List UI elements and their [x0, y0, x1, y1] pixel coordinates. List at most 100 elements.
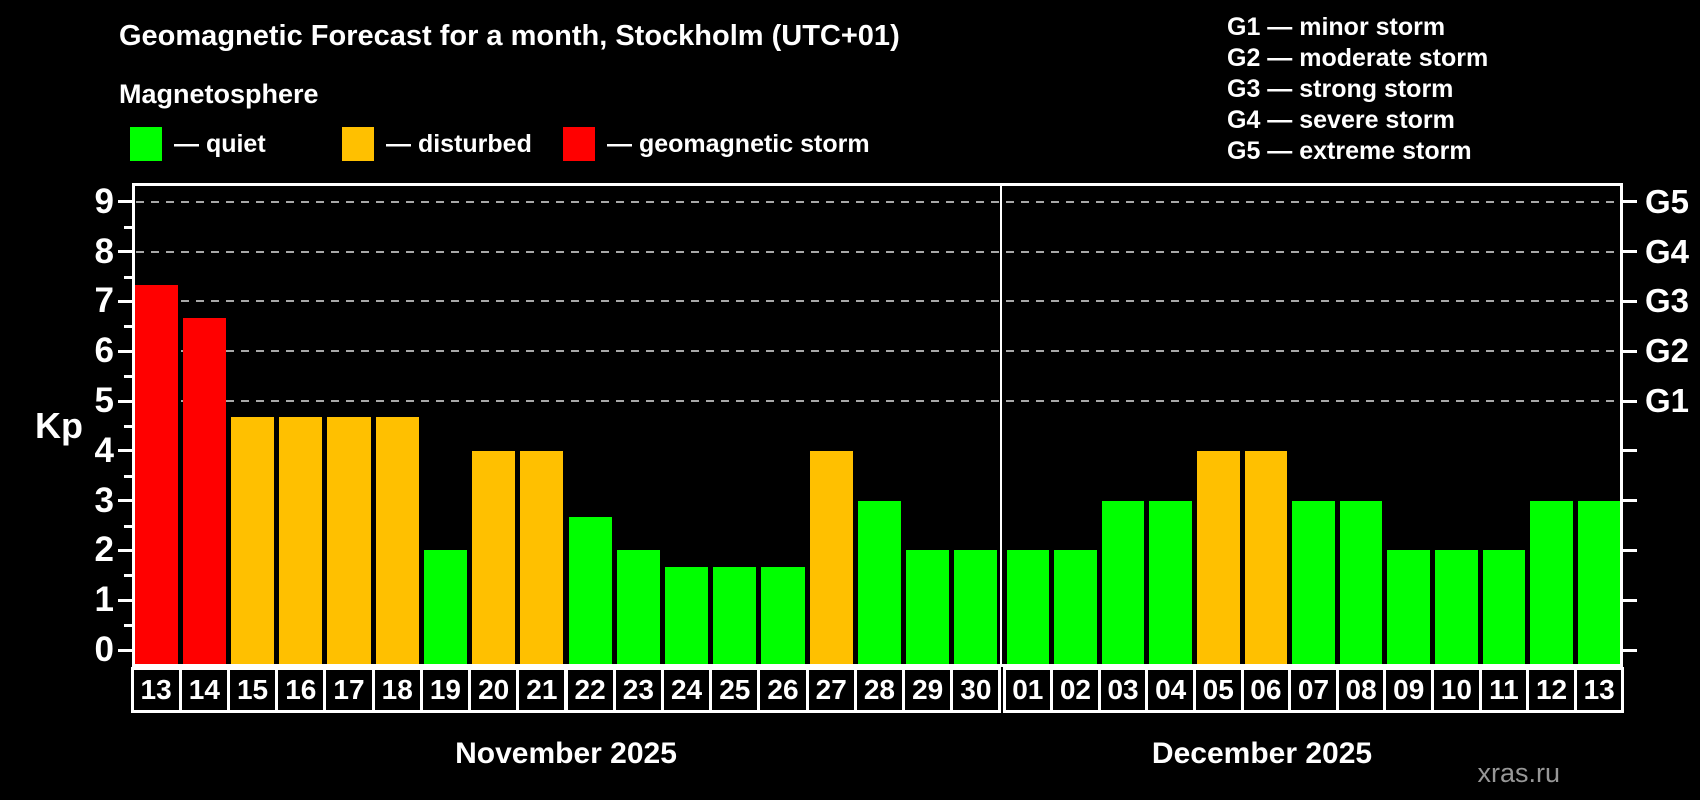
- day-label: 24: [660, 667, 713, 713]
- day-label: 21: [516, 667, 568, 713]
- y-major-tick: [118, 399, 132, 403]
- day-label: 29: [902, 667, 954, 713]
- y-tick-label: 3: [94, 480, 114, 520]
- g-legend-line-g3: G3 — strong storm: [1227, 75, 1454, 103]
- y-major-tick-right: [1623, 299, 1637, 303]
- kp-bar-november-19: [423, 550, 468, 665]
- day-label: 07: [1288, 667, 1339, 713]
- kp-bar-november-30: [954, 550, 998, 665]
- g-legend-line-g2: G2 — moderate storm: [1227, 44, 1489, 72]
- kp-bar-november-20: [472, 450, 516, 665]
- kp-gridline: [136, 250, 1620, 253]
- day-label: 16: [275, 667, 327, 713]
- day-label: 28: [853, 667, 906, 713]
- kp-bar-november-17: [327, 417, 371, 665]
- y-major-tick-right: [1623, 349, 1637, 353]
- y-major-tick-right: [1623, 449, 1637, 453]
- y-tick-label: 6: [94, 331, 114, 371]
- kp-bar-december-05: [1196, 450, 1240, 665]
- kp-bar-november-16: [279, 417, 323, 665]
- day-label: 30: [950, 667, 1002, 713]
- y-major-tick: [118, 349, 132, 353]
- kp-bar-november-15: [230, 417, 275, 665]
- legend-label-storm: — geomagnetic storm: [607, 130, 870, 158]
- day-label: 09: [1383, 667, 1435, 713]
- kp-bar-december-03: [1101, 500, 1145, 665]
- y-tick-label: 9: [94, 181, 114, 221]
- legend-label-disturbed: — disturbed: [386, 130, 532, 158]
- day-label: 08: [1335, 667, 1387, 713]
- month-label: November 2025: [455, 737, 677, 770]
- kp-bar-november-21: [520, 450, 564, 665]
- y-major-tick: [118, 598, 132, 602]
- y-major-tick-right: [1623, 399, 1637, 403]
- day-label: 10: [1431, 667, 1482, 713]
- y-major-tick-right: [1623, 250, 1637, 254]
- y-minor-tick: [124, 624, 132, 628]
- y-major-tick: [118, 250, 132, 254]
- kp-bar-november-23: [616, 550, 660, 665]
- kp-bar-november-29: [906, 550, 950, 665]
- day-label: 13: [130, 667, 182, 713]
- g-legend-line-g4: G4 — severe storm: [1227, 106, 1455, 134]
- kp-bar-november-25: [713, 566, 757, 665]
- kp-gridline: [136, 300, 1620, 303]
- y-major-tick: [118, 299, 132, 303]
- page-title: Geomagnetic Forecast for a month, Stockh…: [119, 20, 900, 52]
- y-minor-tick: [124, 524, 132, 528]
- day-label: 05: [1192, 667, 1244, 713]
- y-minor-tick: [124, 474, 132, 478]
- day-label: 11: [1478, 667, 1530, 713]
- kp-bar-december-12: [1530, 500, 1573, 665]
- y-major-tick: [118, 200, 132, 204]
- kp-gridline: [136, 200, 1620, 203]
- y-minor-tick: [124, 225, 132, 229]
- kp-bar-november-14: [182, 317, 226, 665]
- g-axis-label-g5: G5: [1645, 182, 1690, 220]
- day-label: 17: [323, 667, 375, 713]
- y-tick-label: 2: [94, 530, 114, 570]
- day-label: 19: [419, 667, 472, 713]
- y-tick-label: 1: [94, 580, 114, 620]
- day-label: 06: [1240, 667, 1292, 713]
- y-tick-label: 8: [94, 231, 114, 271]
- day-label: 25: [709, 667, 761, 713]
- y-major-tick: [118, 648, 132, 652]
- y-minor-tick: [124, 325, 132, 329]
- y-axis-title: Kp: [35, 405, 83, 446]
- kp-bar-november-24: [664, 566, 709, 665]
- day-label: 12: [1526, 667, 1577, 713]
- kp-bar-december-04: [1149, 500, 1192, 665]
- y-major-tick-right: [1623, 648, 1637, 652]
- y-major-tick: [118, 499, 132, 503]
- y-major-tick-right: [1623, 548, 1637, 552]
- g-scale-legend: G1 — minor storm G2 — moderate storm G3 — …: [1227, 12, 1488, 167]
- chart-subtitle: Magnetosphere: [119, 79, 319, 109]
- y-major-tick-right: [1623, 499, 1637, 503]
- y-major-tick: [118, 548, 132, 552]
- y-major-tick-right: [1623, 200, 1637, 204]
- y-minor-tick: [124, 424, 132, 428]
- day-label: 13: [1573, 667, 1625, 713]
- day-label: 23: [612, 667, 664, 713]
- kp-gridline: [136, 350, 1620, 353]
- y-minor-tick: [124, 375, 132, 379]
- legend-item-quiet: — quiet: [130, 126, 266, 162]
- day-label: 04: [1145, 667, 1196, 713]
- month-label: December 2025: [1151, 737, 1373, 770]
- kp-bar-december-10: [1435, 550, 1478, 665]
- kp-bar-november-22: [568, 517, 612, 665]
- day-label: 26: [757, 667, 809, 713]
- day-label: 27: [805, 667, 857, 713]
- day-label: 01: [1002, 667, 1054, 713]
- kp-bar-november-28: [857, 500, 902, 665]
- y-tick-label: 5: [94, 381, 114, 420]
- g-legend-line-g1: G1 — minor storm: [1227, 13, 1446, 41]
- kp-bar-november-18: [375, 417, 419, 665]
- kp-gridline: [136, 400, 1620, 402]
- disturbed-color-swatch: [342, 127, 374, 161]
- day-label: 20: [468, 667, 520, 713]
- y-tick-label: 0: [94, 630, 114, 669]
- kp-bar-december-09: [1387, 550, 1431, 665]
- y-major-tick: [118, 449, 132, 453]
